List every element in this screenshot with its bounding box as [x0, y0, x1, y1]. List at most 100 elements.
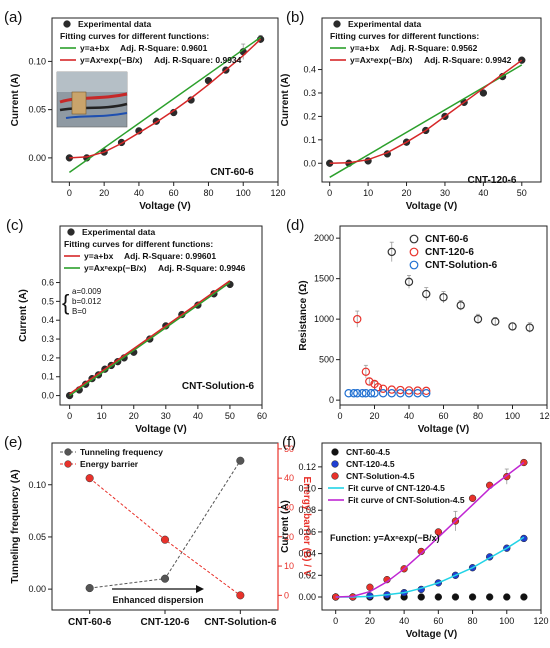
legend-label: Experimental data — [348, 19, 421, 29]
data-point — [85, 584, 94, 593]
data-point — [503, 593, 511, 601]
x-category-label: CNT-Solution-6 — [204, 617, 277, 628]
plot-frame — [321, 17, 542, 183]
legend: Experimental data Fitting curves for diff… — [64, 227, 246, 273]
panel-label: (a) — [4, 9, 22, 26]
legend: CNT-60-6 CNT-120-6 CNT-Solution-6 — [409, 234, 498, 271]
legend-stat: Adj. R-Square: 0.99601 — [124, 251, 216, 261]
y-tick-label: 2000 — [314, 233, 334, 243]
data-point — [473, 314, 483, 324]
data-point — [422, 289, 431, 299]
y-tick-label: 0.4 — [303, 65, 316, 75]
y-tick-label: 0.6 — [41, 278, 54, 288]
legend-label: Fit curve of CNT-120-4.5 — [348, 483, 445, 493]
data-point — [366, 583, 374, 591]
legend-label: Fit curve of CNT-Solution-4.5 — [348, 495, 465, 505]
legend-label: Fitting curves for different functions: — [330, 31, 479, 41]
data-point — [434, 528, 442, 536]
data-point — [479, 89, 488, 97]
data-point — [160, 574, 170, 583]
y-tick-label: 0.2 — [41, 353, 54, 363]
legend-entry: CNT-Solution-4.5 — [331, 471, 415, 481]
data-point — [413, 389, 422, 398]
legend: CNT-60-4.5 CNT-120-4.5 CNT-Solution-4.5 Fit… — [328, 447, 465, 505]
legend-label: y=Axⁿexp(−B/x) — [80, 55, 143, 65]
legend-entry: y=Axⁿexp(−B/x) Adj. R-Square: 0.9942 — [330, 55, 512, 65]
data-point — [358, 389, 367, 398]
legend-entry: Tunneling frequency — [60, 447, 163, 457]
data-point — [387, 385, 396, 394]
panel-f: (f)0 20 40 60 80 100 1200.000.020.040.060.080.… — [280, 434, 549, 640]
legend-entry: CNT-120-4.5 — [331, 459, 395, 469]
panel-label: (d) — [286, 217, 304, 234]
y-axis-label: Current (A) — [280, 74, 291, 127]
data-point — [353, 314, 362, 324]
panel-label: (c) — [6, 217, 24, 234]
y2-tick-label: 50 — [284, 444, 294, 454]
legend-marker — [64, 448, 72, 456]
brace-icon: { — [62, 290, 69, 315]
x-tick-label: 20 — [369, 411, 379, 421]
y2-tick-label: 30 — [284, 502, 294, 512]
panel-label: (f) — [282, 434, 296, 451]
y-axis-label: Resistance (Ω) — [298, 280, 309, 350]
legend-label: CNT-60-4.5 — [346, 447, 390, 457]
x-tick-label: 0 — [327, 188, 332, 198]
y-tick-label: 500 — [319, 355, 334, 365]
y-tick-label: 0.12 — [298, 462, 316, 472]
y-axis-label: Current (A) — [18, 289, 29, 342]
data-point — [85, 474, 94, 483]
plot-frame — [59, 225, 263, 406]
x-tick-label: 80 — [473, 411, 483, 421]
y-tick-label: 0.0 — [303, 158, 316, 168]
legend-label: Experimental data — [82, 227, 155, 237]
x-tick-label: 100 — [236, 188, 251, 198]
data-point — [361, 367, 371, 376]
x-axis-label: Voltage (V) — [135, 424, 186, 435]
legend-label: Fitting curves for different functions: — [64, 239, 213, 249]
y-tick-label: 0.06 — [298, 527, 316, 537]
legend-marker — [409, 234, 419, 244]
series-line — [89, 460, 241, 589]
legend-label: Tunneling frequency — [80, 447, 163, 457]
panel-a: (a) 0 20 40 60 80 100 120 0.00 0.05 0.10 Voltage (V… — [4, 9, 286, 212]
legend-label: y=Axⁿexp(−B/x) — [84, 263, 147, 273]
x-tick-label: 60 — [257, 411, 267, 421]
fit-parameter: b=0.012 — [72, 297, 102, 306]
x-tick-label: 100 — [505, 411, 520, 421]
x-tick-label: 30 — [161, 411, 171, 421]
data-point — [378, 389, 388, 398]
series-line-1 — [69, 281, 231, 397]
legend-marker — [67, 228, 75, 236]
legend-entry: CNT-Solution-6 — [409, 260, 498, 271]
fit-line — [69, 281, 231, 397]
legend-marker — [63, 20, 71, 28]
y-tick-label: 0.04 — [298, 549, 316, 559]
x-tick-label: 10 — [363, 188, 373, 198]
sample-annotation: CNT-60-6 — [210, 167, 254, 178]
x-tick-label: 0 — [67, 188, 72, 198]
fit-line — [69, 38, 262, 159]
x-tick-label: 120 — [539, 411, 550, 421]
fit-line — [68, 36, 262, 174]
legend-entry: y=a+bx Adj. R-Square: 0.99601 — [64, 251, 216, 261]
legend: Experimental data Fitting curves for diff… — [330, 19, 512, 65]
legend-stat: Adj. R-Square: 0.9942 — [424, 55, 512, 65]
data-point — [520, 534, 528, 543]
data-point — [378, 384, 388, 394]
plot-frame — [51, 17, 279, 183]
fit-parameter: B=0 — [72, 307, 87, 316]
y-tick-label: 0.10 — [28, 56, 46, 66]
data-point — [366, 389, 376, 398]
panel-label: (b) — [286, 9, 304, 26]
series-line-1 — [68, 36, 262, 174]
data-point — [353, 389, 362, 398]
arrow-label: Enhanced dispersion — [112, 595, 203, 605]
legend-marker — [333, 20, 341, 28]
legend: Tunneling frequency Energy barrier — [60, 447, 163, 469]
data-point — [344, 389, 353, 398]
x-tick-label: 20 — [129, 411, 139, 421]
legend-label: y=a+bx — [80, 43, 110, 53]
fit-line — [329, 59, 523, 165]
y-axis-label: Tunneling frequency (A) — [10, 469, 21, 583]
